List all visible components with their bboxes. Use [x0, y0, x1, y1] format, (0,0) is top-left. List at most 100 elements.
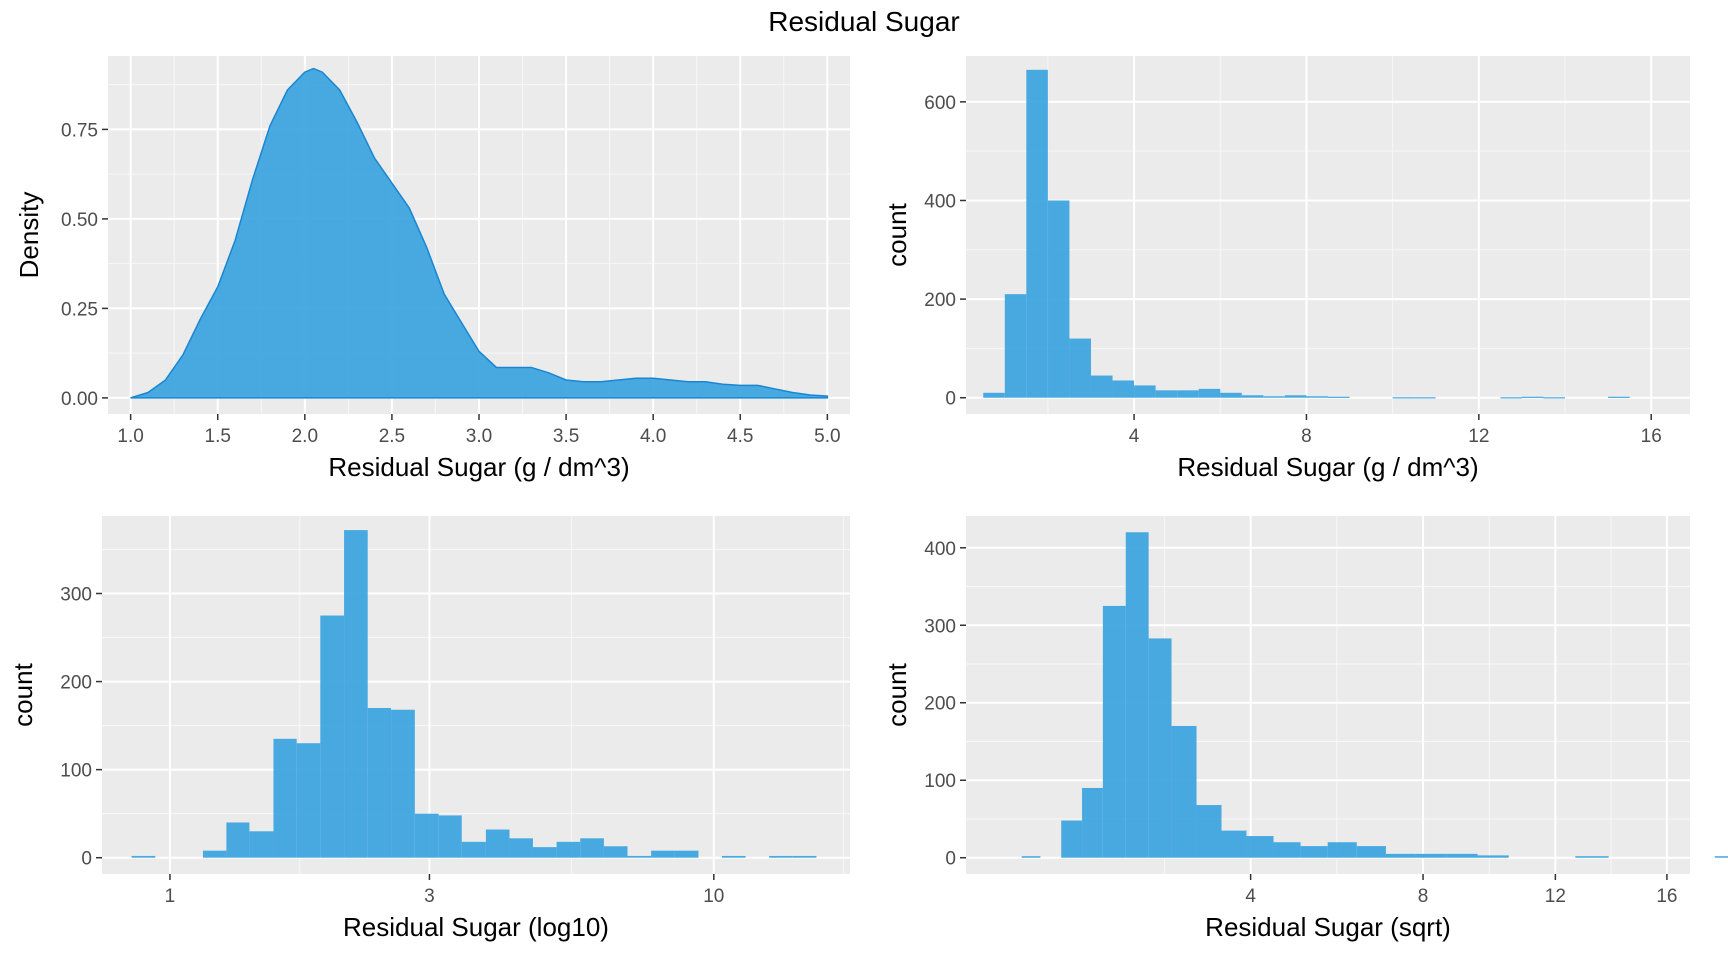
histogram-bar [1477, 855, 1509, 858]
x-tick-label: 3.0 [466, 426, 492, 447]
histogram-bar [1061, 820, 1083, 858]
panel-3-background [102, 516, 850, 874]
x-tick-label: 1.5 [205, 426, 231, 447]
histogram-bar [1714, 856, 1728, 858]
histogram-bar [1446, 853, 1478, 858]
histogram-bar [1284, 395, 1307, 398]
x-tick-label: 1.0 [117, 426, 143, 447]
histogram-bar [1004, 294, 1027, 398]
histogram-bar [509, 838, 533, 858]
histogram-bar [1385, 853, 1416, 858]
histogram-bar [1263, 396, 1285, 398]
histogram-bar [1241, 395, 1264, 398]
histogram-bar [1500, 397, 1522, 399]
histogram-bar [273, 738, 297, 858]
y-axis-title: count [882, 662, 912, 726]
y-tick-label: 400 [924, 539, 956, 560]
histogram-bar [367, 707, 392, 858]
histogram-bar [1392, 397, 1415, 399]
histogram-bar [344, 530, 368, 858]
histogram-bar [414, 813, 439, 858]
panel-4-background [966, 516, 1690, 874]
histogram-bar [391, 709, 415, 858]
histogram-bar [1575, 856, 1609, 858]
histogram-bar [580, 838, 604, 858]
x-tick-label: 10 [703, 886, 724, 907]
x-tick-label: 4.5 [727, 426, 753, 447]
y-tick-label: 200 [924, 694, 956, 715]
histogram-bar [1112, 380, 1135, 398]
histogram-bar [1177, 390, 1199, 398]
histogram-bar [769, 855, 793, 858]
y-axis-title: count [8, 662, 38, 726]
x-tick-label: 12 [1545, 886, 1566, 907]
y-tick-label: 200 [60, 673, 92, 694]
x-tick-label: 2.0 [292, 426, 318, 447]
y-tick-label: 0.50 [61, 210, 98, 231]
histogram-bar [202, 850, 227, 858]
y-tick-label: 0 [945, 849, 956, 870]
y-tick-label: 300 [924, 616, 956, 637]
histogram-bar [792, 855, 817, 858]
histogram-bar [1069, 338, 1091, 398]
x-tick-label: 3 [424, 886, 435, 907]
histogram-bar [1300, 846, 1328, 858]
histogram-bar [438, 815, 462, 858]
histogram-bar [1082, 787, 1103, 858]
histogram-bar [1327, 842, 1357, 858]
histogram-bar [1134, 385, 1156, 398]
histogram-bar [651, 850, 675, 858]
histogram-bar [1246, 836, 1274, 858]
figure-title: Residual Sugar [768, 6, 960, 37]
histogram-bar [1171, 725, 1197, 858]
histogram-bar [461, 841, 486, 858]
x-tick-label: 4.0 [640, 426, 666, 447]
x-tick-label: 3.5 [553, 426, 579, 447]
histogram-bar [674, 850, 699, 858]
histogram-bar [296, 743, 321, 858]
histogram-bar [556, 841, 581, 858]
y-tick-label: 100 [60, 761, 92, 782]
histogram-bar [1521, 396, 1544, 398]
x-tick-label: 4 [1245, 886, 1256, 907]
x-axis-title: Residual Sugar (g / dm^3) [328, 452, 629, 482]
x-tick-label: 8 [1418, 886, 1429, 907]
x-tick-label: 8 [1301, 426, 1312, 447]
y-tick-label: 600 [924, 93, 956, 114]
histogram-bar [1415, 853, 1447, 858]
x-tick-label: 4 [1129, 426, 1140, 447]
histogram-bar [603, 846, 628, 858]
histogram-bar [131, 855, 156, 858]
histogram-bar [1021, 856, 1041, 858]
histogram-bar [1220, 392, 1242, 398]
histogram-bar [1148, 638, 1172, 858]
y-tick-label: 0.25 [61, 299, 98, 320]
x-axis-title: Residual Sugar (log10) [343, 912, 609, 942]
histogram-bar [1328, 396, 1350, 398]
y-tick-label: 100 [924, 771, 956, 792]
y-tick-label: 0 [81, 849, 92, 870]
y-tick-label: 0.00 [61, 389, 98, 410]
x-tick-label: 1 [165, 886, 176, 907]
x-axis-title: Residual Sugar (sqrt) [1205, 912, 1451, 942]
histogram-bar [249, 831, 274, 858]
histogram-bar [721, 855, 746, 858]
histogram-bar [983, 392, 1005, 398]
x-axis-title: Residual Sugar (g / dm^3) [1177, 452, 1478, 482]
histogram-bar [485, 829, 510, 858]
histogram-bar [1026, 69, 1048, 398]
histogram-bar [627, 855, 652, 858]
y-tick-label: 400 [924, 191, 956, 212]
y-axis-title: Density [14, 192, 44, 279]
y-tick-label: 200 [924, 290, 956, 311]
x-tick-label: 2.5 [379, 426, 405, 447]
histogram-bar [1221, 830, 1247, 858]
histogram-bar [1414, 397, 1436, 399]
x-tick-label: 5.0 [814, 426, 840, 447]
histogram-bar [320, 615, 345, 858]
histogram-bar [532, 847, 557, 858]
x-tick-label: 16 [1641, 426, 1662, 447]
histogram-bar [1198, 388, 1221, 398]
